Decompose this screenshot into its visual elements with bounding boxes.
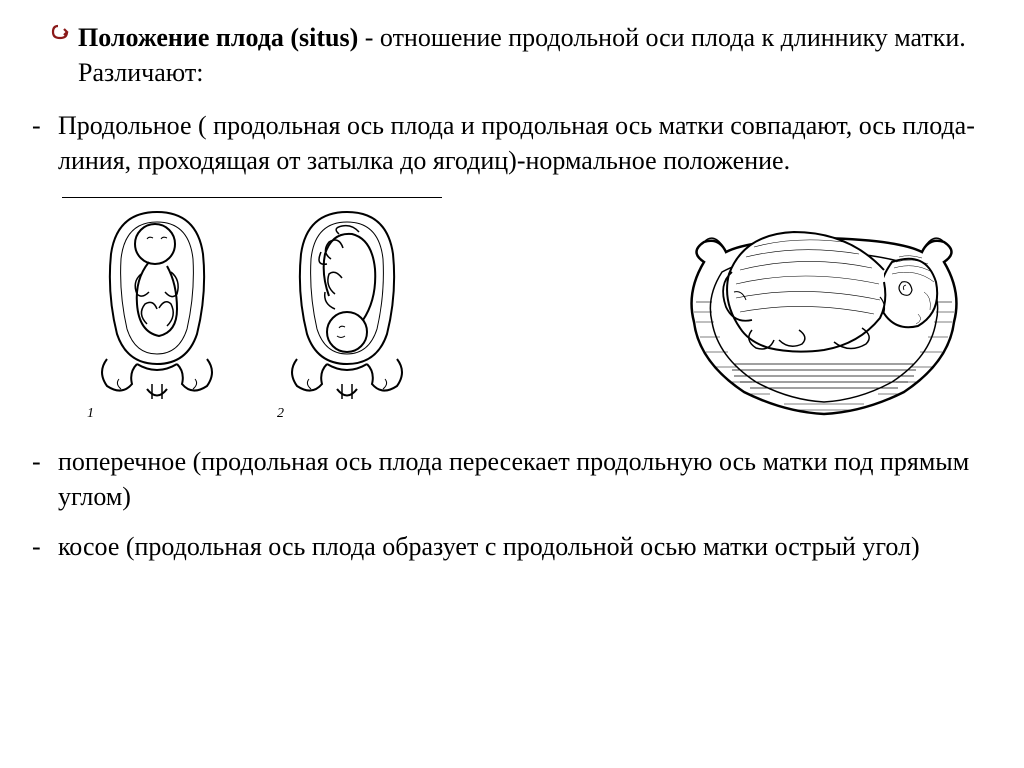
figures-row: 1 [62, 192, 984, 422]
figure-1-label: 1 [87, 406, 94, 422]
sub-bullet-2: - поперечное (продольная ось плода перес… [32, 444, 984, 514]
dash-icon: - [32, 529, 58, 564]
dash-icon: - [32, 108, 58, 143]
sub-bullet-3-text: косое (продольная ось плода образует с п… [58, 529, 920, 564]
sub-bullet-2-text: поперечное (продольная ось плода пересек… [58, 444, 984, 514]
fetus-transverse-svg [674, 192, 974, 422]
figure-2-label: 2 [277, 406, 284, 422]
loop-icon [50, 24, 78, 44]
figure-transverse [674, 192, 974, 422]
sub-bullet-1-text: Продольное ( продольная ось плода и прод… [58, 108, 984, 178]
figure-2: 2 [267, 204, 427, 422]
main-bullet-bold: Положение плода (situs) [78, 23, 358, 52]
fetus-longitudinal-2-svg [267, 204, 427, 404]
main-bullet-text: Положение плода (situs) - отношение прод… [78, 20, 984, 90]
main-bullet: Положение плода (situs) - отношение прод… [50, 20, 984, 90]
figures-left-pair: 1 [62, 197, 442, 422]
fetus-longitudinal-1-svg [77, 204, 237, 404]
figure-1: 1 [77, 204, 237, 422]
sub-bullet-3: - косое (продольная ось плода образует с… [32, 529, 984, 564]
sub-bullet-1: - Продольное ( продольная ось плода и пр… [32, 108, 984, 178]
dash-icon: - [32, 444, 58, 479]
